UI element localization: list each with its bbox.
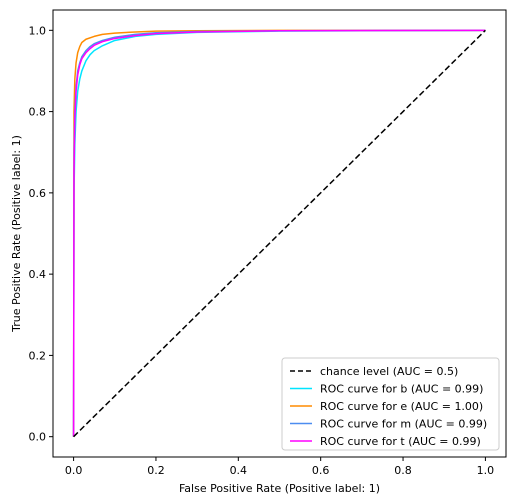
x-axis-label: False Positive Rate (Positive label: 1) xyxy=(179,482,380,495)
x-tick-label: 1.0 xyxy=(477,464,495,477)
legend-label-0: chance level (AUC = 0.5) xyxy=(320,365,458,378)
y-axis-ticks: 0.0 0.2 0.4 0.6 0.8 1.0 xyxy=(29,24,53,444)
y-tick-label: 0.2 xyxy=(29,349,47,362)
legend-label-3: ROC curve for m (AUC = 0.99) xyxy=(320,418,487,431)
legend: chance level (AUC = 0.5) ROC curve for b … xyxy=(281,357,500,451)
series-line-0 xyxy=(73,29,486,438)
x-tick-label: 0.2 xyxy=(147,464,165,477)
x-tick-label: 0.6 xyxy=(312,464,330,477)
legend-box xyxy=(281,357,500,451)
y-tick-label: 0.4 xyxy=(29,268,47,281)
curves-layer xyxy=(72,29,486,438)
y-tick-label: 0.6 xyxy=(29,187,47,200)
legend-label-4: ROC curve for t (AUC = 0.99) xyxy=(320,435,481,448)
y-tick-label: 1.0 xyxy=(29,24,47,37)
legend-label-2: ROC curve for e (AUC = 1.00) xyxy=(320,400,483,413)
y-tick-label: 0.8 xyxy=(29,106,47,119)
x-axis-ticks: 0.0 0.2 0.4 0.6 0.8 1.0 xyxy=(65,457,494,477)
series-line-4 xyxy=(72,29,486,437)
series-line-2 xyxy=(72,29,486,437)
legend-label-1: ROC curve for b (AUC = 0.99) xyxy=(320,383,483,396)
x-tick-label: 0.0 xyxy=(65,464,83,477)
x-tick-label: 0.8 xyxy=(394,464,412,477)
y-tick-label: 0.0 xyxy=(29,431,47,444)
x-tick-label: 0.4 xyxy=(230,464,248,477)
y-axis-label: True Positive Rate (Positive label: 1) xyxy=(10,135,23,333)
